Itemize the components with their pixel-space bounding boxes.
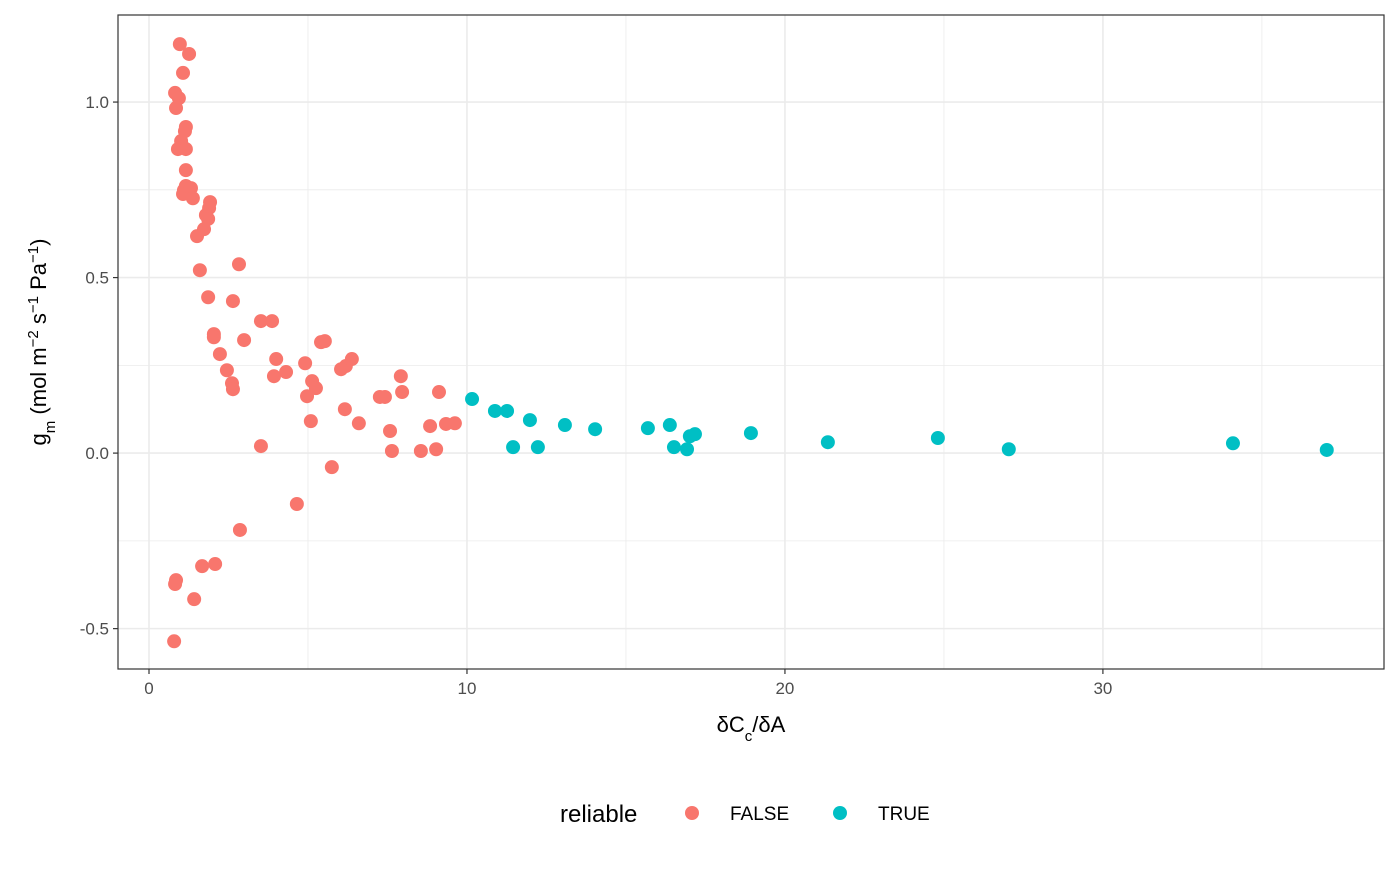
- point: [237, 333, 252, 348]
- point: [231, 257, 246, 272]
- point: [300, 389, 315, 404]
- point: [1319, 442, 1334, 457]
- point: [169, 101, 184, 116]
- point: [265, 314, 280, 329]
- point: [225, 382, 240, 397]
- point: [232, 522, 247, 537]
- x-axis-title: δCc/δA: [717, 712, 786, 745]
- point: [431, 385, 446, 400]
- point: [530, 440, 545, 455]
- point: [182, 46, 197, 61]
- x-tick-label: 20: [775, 679, 794, 698]
- point: [687, 427, 702, 442]
- point: [253, 439, 268, 454]
- label-part: g: [26, 433, 51, 445]
- point: [201, 290, 216, 305]
- point: [662, 418, 677, 433]
- point: [317, 334, 332, 349]
- point: [219, 363, 234, 378]
- point: [522, 413, 537, 428]
- x-tick-label: 10: [458, 679, 477, 698]
- point: [429, 442, 444, 457]
- point: [413, 444, 428, 458]
- point: [167, 634, 182, 649]
- legend-key: [833, 806, 847, 820]
- point: [289, 497, 304, 512]
- x-tick-label: 0: [144, 679, 153, 698]
- point: [557, 418, 572, 433]
- point: [324, 460, 339, 475]
- point: [208, 557, 223, 572]
- point: [178, 163, 193, 178]
- point: [206, 330, 221, 345]
- label-part: ): [26, 239, 51, 246]
- point: [487, 403, 502, 418]
- legend-label: FALSE: [730, 804, 789, 825]
- point: [192, 263, 207, 278]
- label-part: −2: [25, 330, 42, 347]
- point: [168, 577, 183, 592]
- point: [190, 229, 205, 244]
- point: [680, 442, 695, 457]
- label-part: −1: [25, 296, 42, 313]
- point: [930, 431, 945, 446]
- point: [308, 381, 323, 396]
- point: [506, 440, 521, 455]
- panel-border: [117, 14, 1385, 670]
- point: [266, 369, 281, 384]
- point: [298, 356, 313, 371]
- y-axis-title: gm (mol m−2 s−1 Pa−1): [25, 239, 59, 446]
- point: [172, 37, 187, 52]
- point: [212, 347, 227, 362]
- point: [187, 592, 202, 607]
- point: [820, 435, 835, 450]
- point: [225, 294, 240, 309]
- point: [269, 352, 284, 367]
- point: [384, 444, 399, 458]
- point: [383, 423, 398, 438]
- point: [377, 389, 392, 404]
- point: [500, 403, 515, 418]
- label-part: s: [26, 313, 51, 330]
- legend-key: [685, 806, 699, 820]
- label-part: (mol m: [26, 347, 51, 420]
- point: [334, 362, 349, 377]
- label-part: m: [42, 421, 59, 434]
- point: [351, 416, 366, 431]
- label-part: /δA: [752, 712, 785, 737]
- point: [279, 365, 294, 380]
- point: [447, 416, 462, 431]
- y-tick-label: -0.5: [80, 620, 109, 639]
- point: [176, 65, 191, 80]
- point: [337, 402, 352, 417]
- legend-title: reliable: [560, 801, 637, 828]
- x-tick-label: 30: [1093, 679, 1112, 698]
- legend-label: TRUE: [878, 804, 930, 825]
- point: [395, 385, 410, 400]
- y-tick-label: 1.0: [85, 93, 109, 112]
- point: [178, 142, 193, 157]
- point: [423, 419, 438, 434]
- point: [393, 369, 408, 384]
- point: [195, 559, 210, 574]
- y-tick-label: 0.0: [85, 444, 109, 463]
- point: [303, 414, 318, 429]
- point: [640, 421, 655, 436]
- point: [1001, 442, 1016, 457]
- label-part: c: [745, 728, 753, 745]
- point: [743, 426, 758, 441]
- point: [588, 422, 603, 437]
- point: [465, 392, 480, 407]
- label-part: δC: [717, 712, 745, 737]
- point: [666, 440, 681, 455]
- label-part: −1: [25, 246, 42, 263]
- point: [185, 191, 200, 206]
- label-part: Pa: [26, 262, 51, 296]
- point: [253, 314, 268, 329]
- y-tick-label: 0.5: [85, 269, 109, 288]
- point: [1225, 436, 1240, 451]
